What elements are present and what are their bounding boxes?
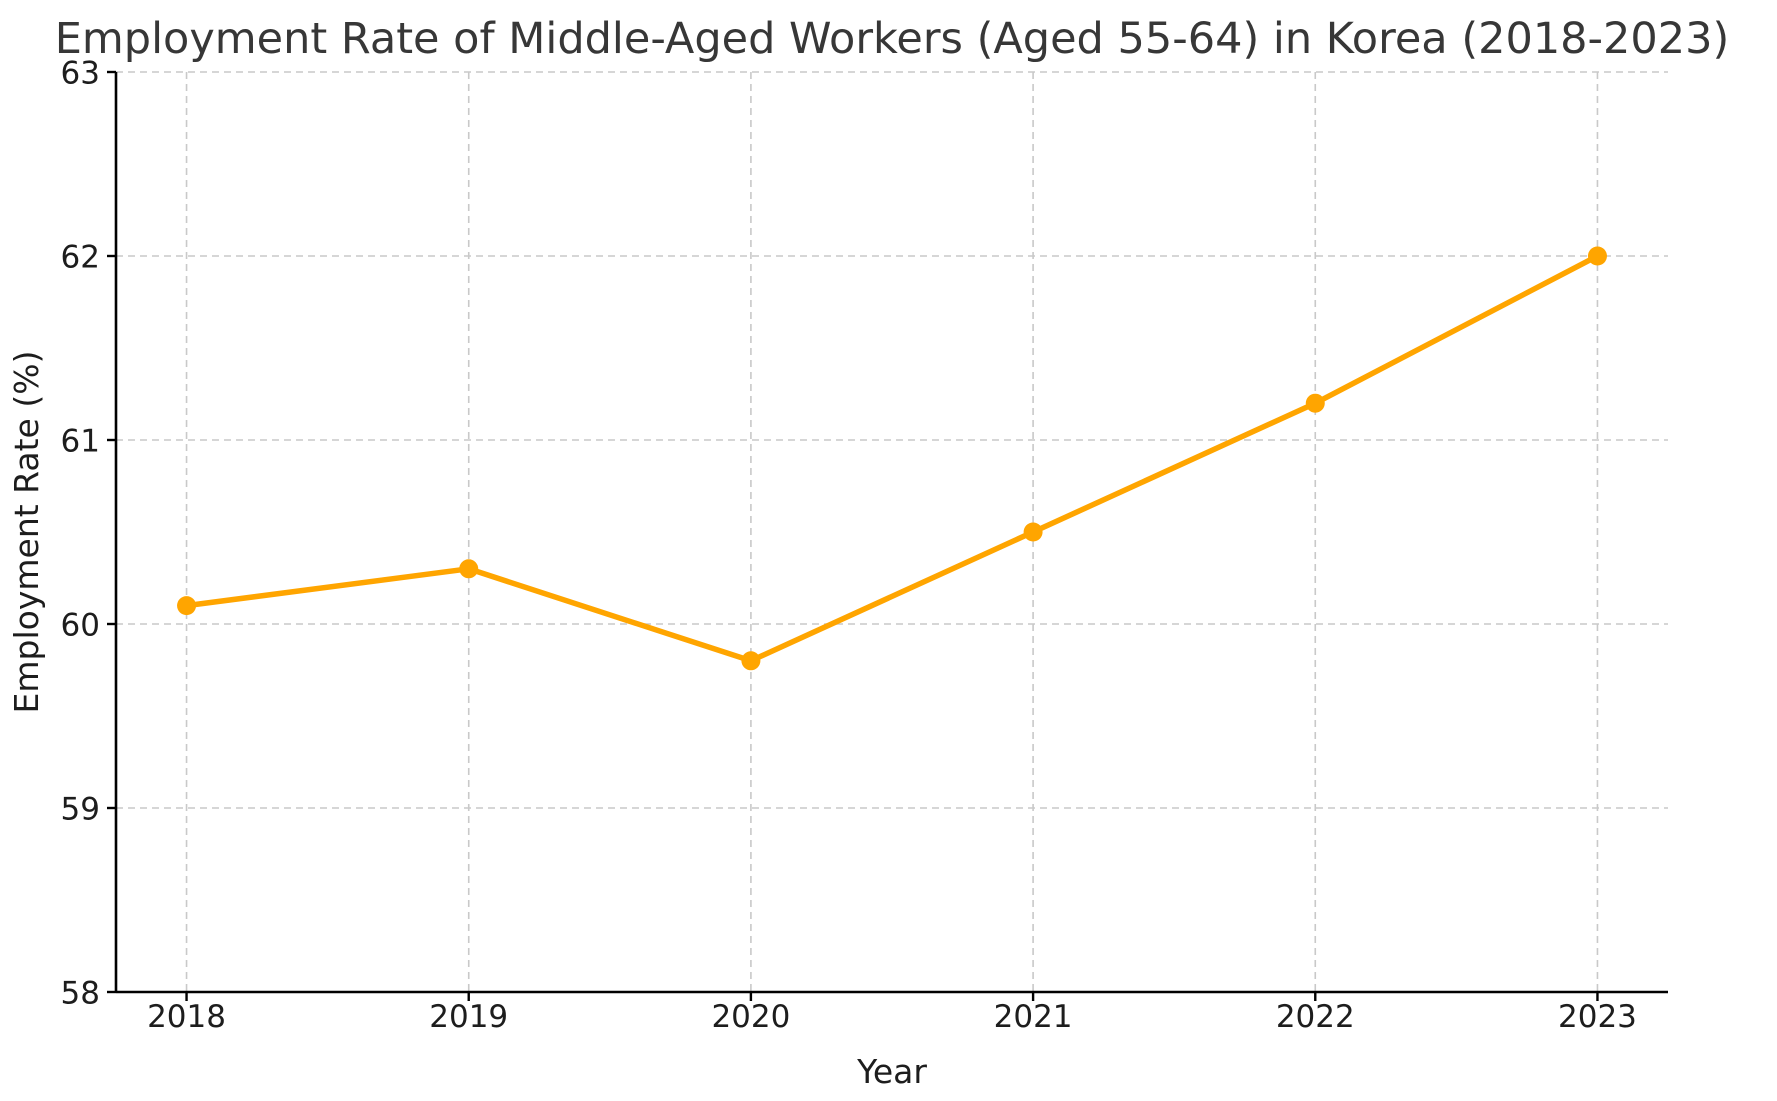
y-tick-label: 58 bbox=[61, 976, 100, 1012]
axis-layer: 58 59 60 61 62 63 2018 2019 2020 2021 2022 2023 bbox=[61, 56, 1668, 1035]
y-axis-label: Employment Rate (%) bbox=[7, 351, 46, 714]
y-tick-label: 59 bbox=[61, 792, 100, 828]
data-point bbox=[1023, 522, 1043, 542]
y-tick-label: 63 bbox=[61, 56, 100, 92]
x-tick-label: 2023 bbox=[1558, 999, 1637, 1035]
data-point bbox=[741, 651, 761, 671]
x-tick-label: 2021 bbox=[994, 999, 1073, 1035]
data-point bbox=[177, 596, 197, 616]
series-layer bbox=[177, 246, 1607, 671]
x-tick-label: 2019 bbox=[429, 999, 508, 1035]
y-tick-label: 62 bbox=[61, 240, 100, 276]
chart-title: Employment Rate of Middle-Aged Workers (… bbox=[55, 14, 1730, 64]
x-tick-label: 2022 bbox=[1276, 999, 1355, 1035]
data-point bbox=[1587, 246, 1607, 266]
data-point bbox=[459, 559, 479, 579]
series-line bbox=[183, 253, 1601, 664]
x-tick-label: 2018 bbox=[147, 999, 226, 1035]
grid-layer bbox=[116, 71, 1668, 993]
y-tick-label: 60 bbox=[61, 608, 100, 644]
x-axis-label: Year bbox=[856, 1052, 927, 1091]
data-point bbox=[1305, 393, 1325, 413]
x-tick-label: 2020 bbox=[711, 999, 790, 1035]
y-tick-label: 61 bbox=[61, 424, 100, 460]
